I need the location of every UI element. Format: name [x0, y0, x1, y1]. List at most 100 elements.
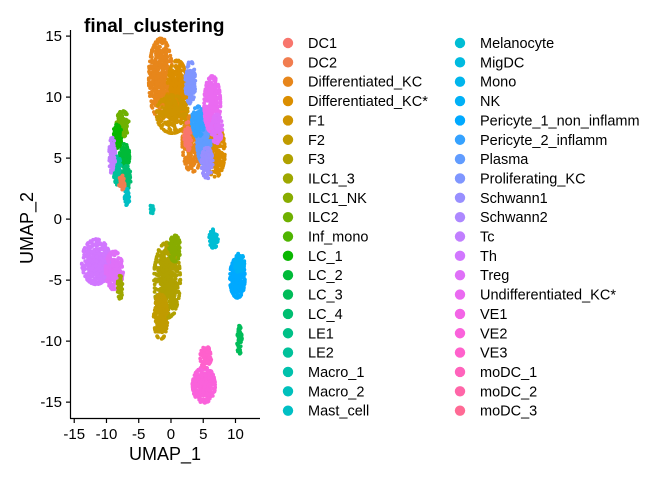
scatter-point [173, 110, 178, 115]
scatter-point [211, 120, 216, 124]
scatter-point [192, 131, 197, 136]
scatter-point [156, 273, 161, 278]
scatter-point [177, 278, 182, 283]
scatter-point [177, 71, 182, 76]
scatter-point [155, 109, 159, 113]
scatter-point [159, 53, 164, 58]
scatter-point [213, 82, 218, 86]
scatter-point [120, 265, 124, 269]
scatter-point [195, 126, 200, 131]
scatter-point [206, 149, 211, 153]
scatter-point [217, 144, 222, 149]
scatter-point [103, 246, 108, 251]
scatter-point [195, 137, 200, 142]
scatter-point [108, 280, 112, 285]
scatter-point [198, 138, 203, 143]
scatter-point [173, 79, 178, 84]
scatter-point [125, 124, 129, 129]
scatter-point [160, 84, 164, 89]
scatter-point [86, 245, 91, 250]
scatter-point [118, 284, 122, 289]
scatter-point [153, 277, 158, 282]
scatter-point [195, 147, 200, 152]
scatter-point [168, 305, 173, 309]
scatter-point [119, 296, 124, 300]
scatter-point [148, 82, 152, 87]
scatter-point [221, 145, 226, 150]
scatter-point [159, 263, 164, 268]
scatter-point [178, 99, 183, 103]
scatter-point [120, 173, 125, 178]
scatter-point [118, 274, 123, 279]
scatter-point [206, 114, 210, 119]
scatter-point [192, 169, 197, 173]
scatter-point [203, 133, 208, 138]
scatter-point [162, 38, 167, 43]
scatter-point [166, 290, 171, 295]
scatter-point [217, 148, 221, 153]
scatter-point [163, 96, 168, 100]
scatter-point [205, 166, 210, 171]
scatter-point [120, 179, 125, 183]
scatter-point [152, 282, 157, 287]
scatter-point [211, 130, 215, 135]
scatter-point [217, 129, 222, 134]
scatter-point [173, 59, 177, 64]
scatter-point [203, 118, 208, 123]
scatter-point [217, 96, 221, 100]
scatter-point [159, 37, 164, 42]
scatter-point [163, 286, 168, 290]
scatter-point [168, 53, 173, 58]
scatter-point [191, 73, 196, 78]
scatter-point [151, 64, 156, 69]
scatter-point [214, 101, 219, 106]
scatter-point [171, 312, 175, 317]
scatter-point [173, 117, 178, 122]
scatter-point [207, 78, 212, 82]
scatter-point [161, 115, 166, 120]
scatter-point [178, 82, 183, 87]
scatter-point [205, 86, 210, 91]
scatter-point [217, 118, 221, 123]
scatter-point [114, 272, 118, 277]
scatter-point [182, 116, 187, 121]
scatter-point [162, 278, 167, 282]
scatter-point [81, 266, 86, 271]
scatter-point [156, 37, 160, 42]
scatter-point [111, 252, 115, 257]
scatter-point [152, 266, 157, 271]
scatter-point [172, 101, 177, 106]
scatter-point [122, 118, 126, 123]
scatter-point [158, 61, 163, 65]
scatter-point [168, 87, 173, 92]
scatter-point [195, 140, 199, 145]
scatter-point [208, 143, 213, 148]
scatter-point [160, 105, 165, 109]
scatter-point [212, 174, 217, 179]
scatter-point [151, 72, 156, 77]
scatter-point [89, 267, 94, 272]
scatter-point [112, 283, 116, 288]
scatter-point [96, 266, 101, 271]
scatter-point [217, 155, 221, 160]
scatter-point [158, 278, 162, 283]
scatter-point [120, 187, 125, 192]
scatter-point [192, 123, 196, 128]
scatter-point [91, 279, 96, 284]
scatter-point [165, 99, 169, 104]
scatter-point [218, 103, 223, 108]
scatter-point [166, 64, 170, 69]
scatter-point [196, 116, 201, 120]
scatter-point [198, 143, 203, 147]
points-layer [79, 36, 247, 405]
scatter-point [123, 157, 128, 162]
scatter-point [213, 168, 218, 172]
scatter-point [152, 110, 156, 114]
scatter-point [190, 60, 194, 65]
scatter-point [111, 276, 116, 280]
scatter-point [165, 42, 169, 47]
scatter-point [79, 262, 84, 266]
scatter-point [179, 68, 183, 73]
scatter-point [86, 271, 91, 276]
scatter-point [213, 123, 218, 128]
